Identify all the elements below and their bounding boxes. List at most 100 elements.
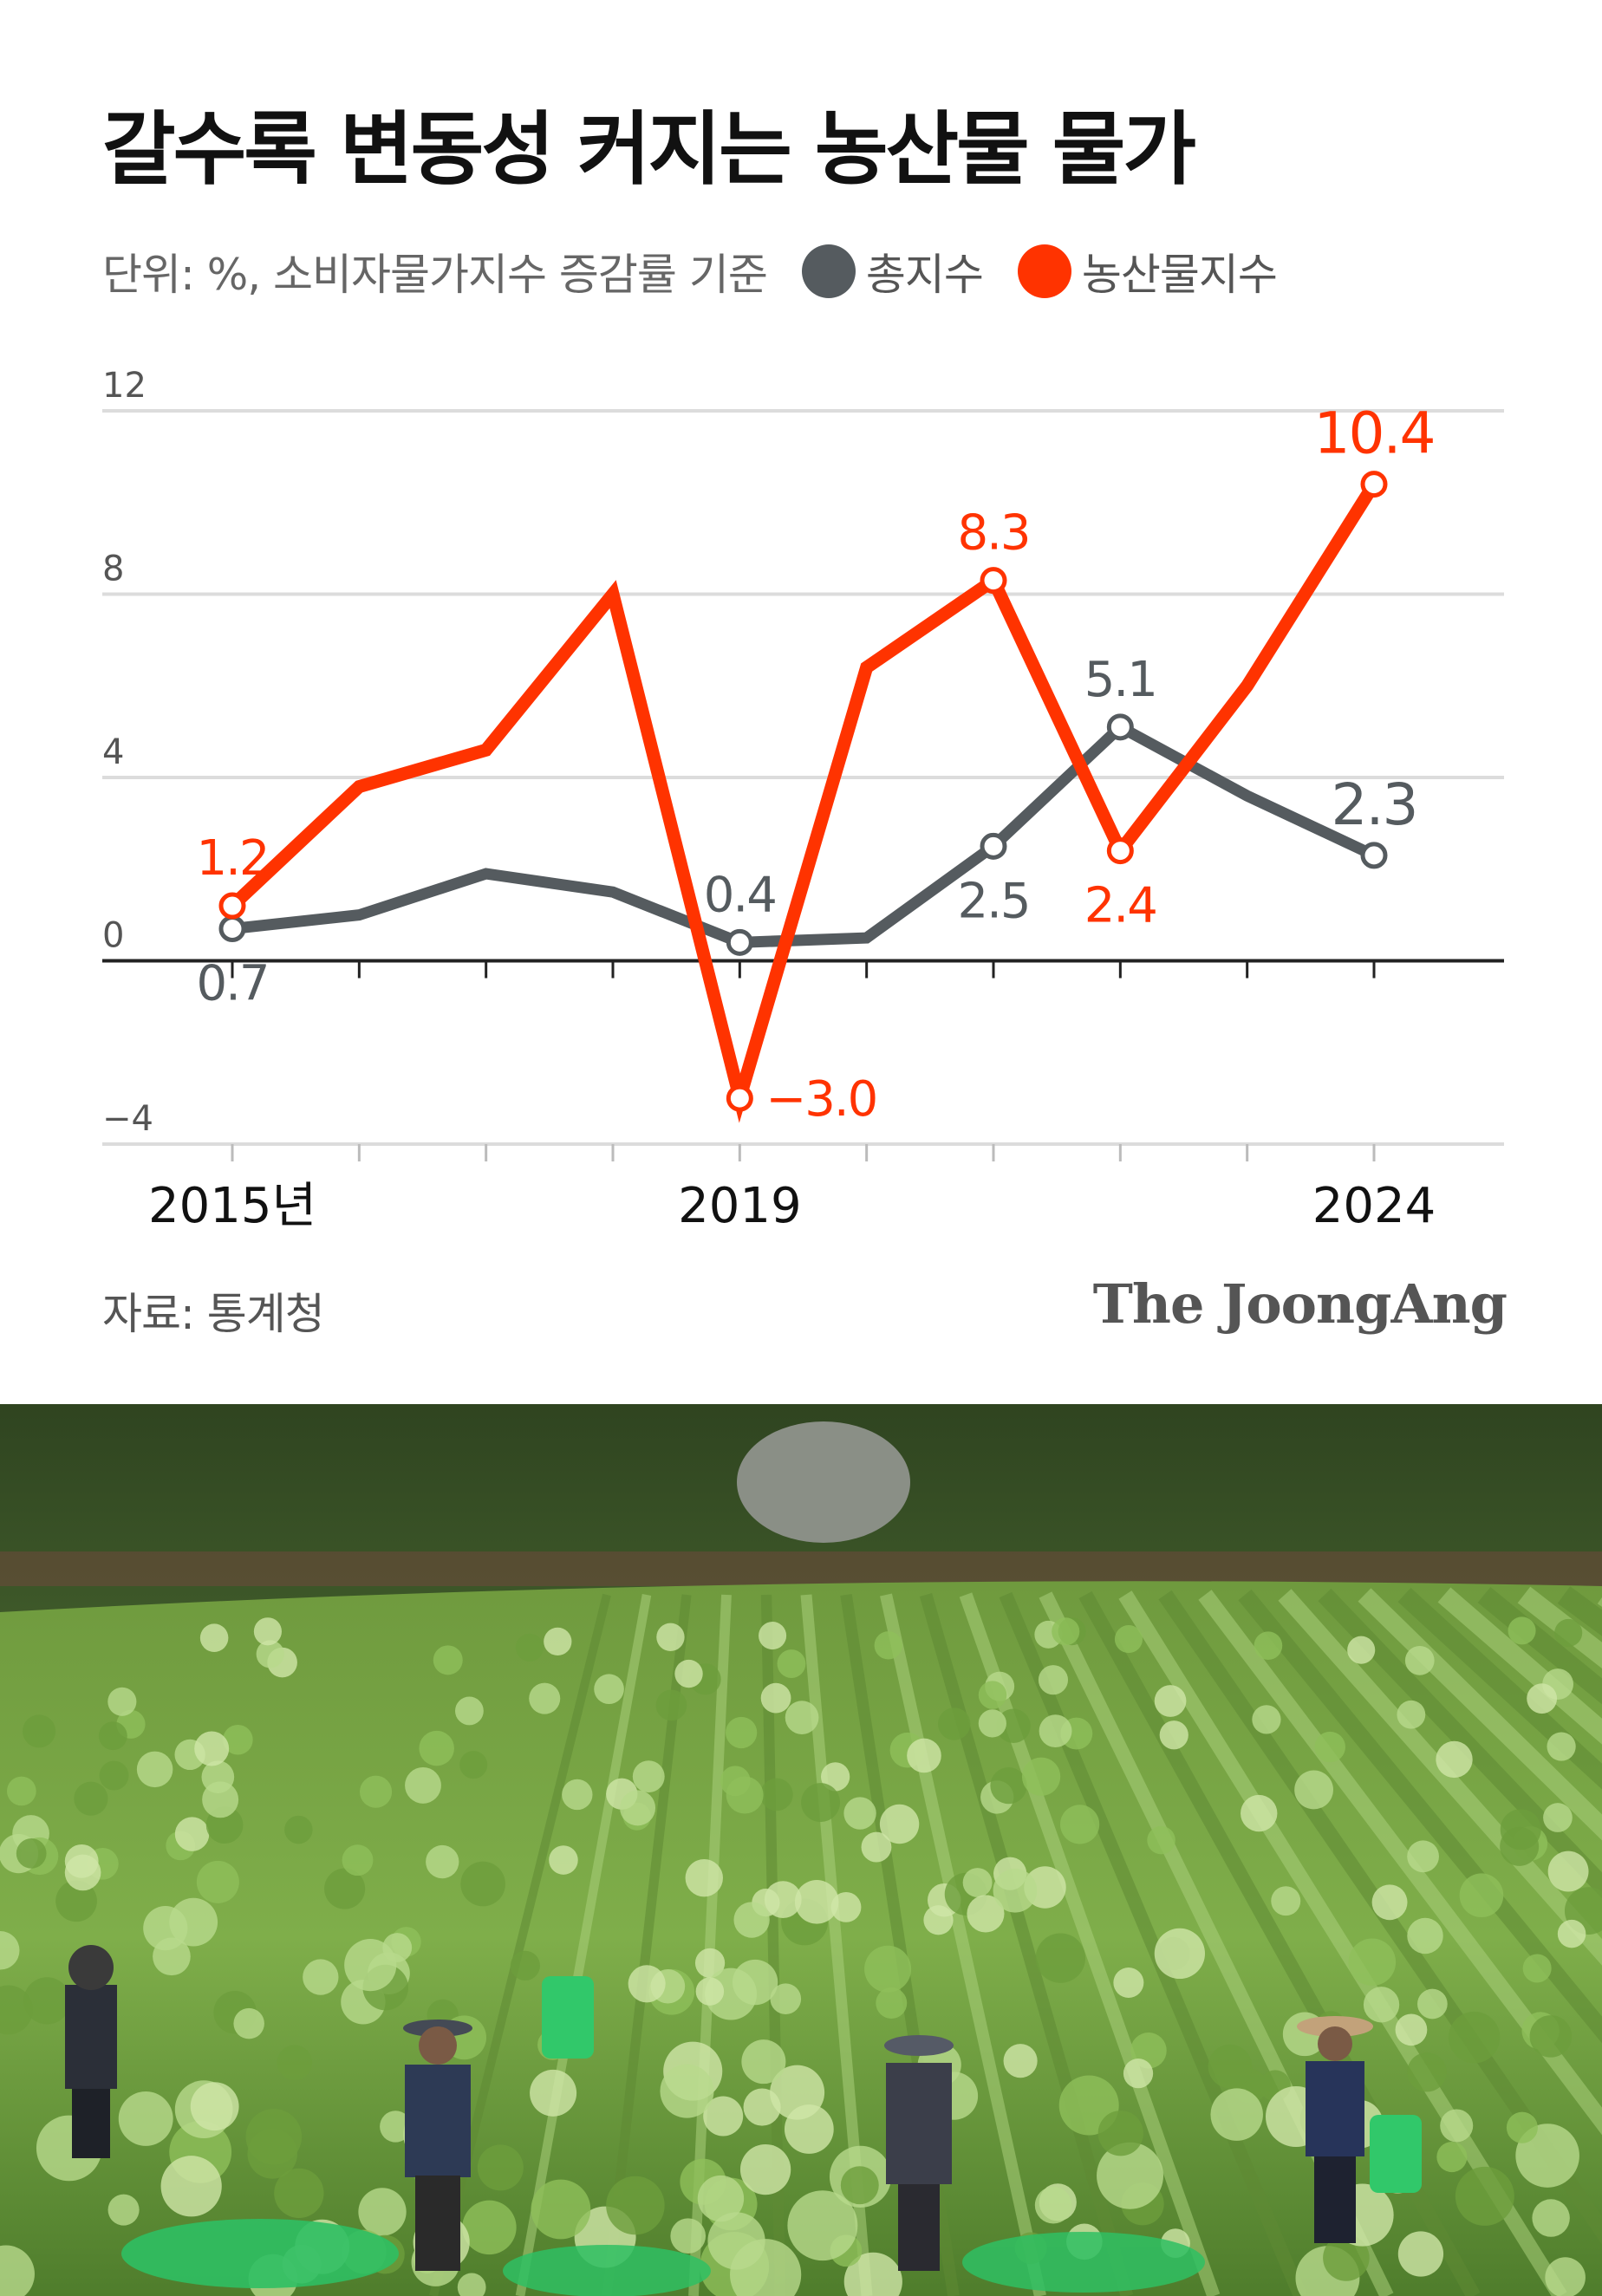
- cabbage-head: [23, 1977, 71, 2025]
- cabbage-head: [544, 1627, 572, 1656]
- cabbage-head: [1113, 1967, 1144, 1998]
- cabbage-head: [477, 2144, 524, 2191]
- cabbage-head: [694, 1948, 726, 1978]
- cabbage-head: [1097, 2111, 1143, 2156]
- cabbage-head: [1323, 2234, 1370, 2281]
- cabbage-head: [462, 2200, 517, 2255]
- cabbage-head: [697, 2175, 745, 2222]
- cabbage-head: [707, 2212, 765, 2270]
- cabbage-head: [256, 1640, 284, 1668]
- data-point-marker: [726, 1084, 753, 1112]
- cabbage-head: [670, 2218, 707, 2254]
- cabbage-head: [529, 1682, 561, 1714]
- cabbage-head: [433, 1645, 463, 1675]
- cabbage-head: [1314, 1731, 1345, 1763]
- cabbage-head: [1059, 1805, 1100, 1844]
- cabbage-head: [760, 1778, 793, 1811]
- cabbage-head: [1397, 1700, 1426, 1729]
- data-point-marker: [980, 567, 1007, 595]
- cabbage-head: [405, 1766, 441, 1804]
- cabbage-head: [196, 1860, 239, 1903]
- cabbage-head: [107, 2194, 140, 2226]
- cabbage-head: [426, 1844, 459, 1879]
- cabbage-head: [1529, 2015, 1573, 2058]
- cabbage-head: [685, 1858, 723, 1897]
- cabbage-head: [16, 1837, 47, 1869]
- series-line-total: [231, 719, 1377, 948]
- cabbage-head: [759, 1622, 787, 1650]
- x-tick-label: 2019: [678, 1178, 802, 1234]
- cabbage-head: [656, 1623, 685, 1651]
- y-tick-label: 8: [102, 550, 124, 589]
- cabbage-head: [620, 1790, 656, 1826]
- data-point-marker: [218, 914, 246, 942]
- cabbage-head: [876, 1987, 908, 2019]
- cabbage-head: [1154, 1685, 1187, 1717]
- cabbage-heads: [0, 1616, 1602, 2296]
- cabbage-head: [1448, 2011, 1501, 2064]
- cabbage-head: [1039, 1714, 1072, 1748]
- cabbage-head: [118, 2091, 173, 2146]
- cabbage-head: [460, 1861, 505, 1907]
- cabbage-head: [864, 1945, 912, 1993]
- cabbage-head: [530, 2069, 577, 2117]
- series-line-agri: [227, 480, 1380, 1123]
- data-label: 1.2: [196, 830, 268, 887]
- cabbage-head: [1363, 1987, 1400, 2023]
- cabbage-head: [632, 1760, 665, 1793]
- subtitle-row: 단위: %, 소비자물가지수 증감률 기준 총지수 농산물지수: [102, 240, 1278, 302]
- cabbage-head: [1147, 1825, 1175, 1855]
- cabbage-head: [562, 1779, 593, 1811]
- cabbage-head: [1254, 1631, 1283, 1660]
- cabbage-head: [1347, 1636, 1376, 1664]
- cabbage-head: [726, 1716, 758, 1749]
- cabbage-head: [1210, 2088, 1263, 2141]
- cabbage-head: [344, 1939, 397, 1992]
- data-point-marker: [1106, 837, 1134, 865]
- cabbage-head: [23, 1714, 56, 1748]
- cabbage-head: [419, 1730, 454, 1766]
- cabbage-head: [549, 1845, 578, 1875]
- legend-item-total: 총지수: [801, 240, 984, 302]
- farm-worker: [403, 2020, 472, 2271]
- cabbage-head: [1348, 1938, 1397, 1987]
- farm-worker: [884, 2035, 954, 2271]
- cabbage-head: [199, 1623, 229, 1652]
- crop-row: [515, 1594, 652, 2296]
- cabbage-head: [1417, 1988, 1448, 2020]
- legend-dot-agri: [1017, 244, 1071, 298]
- cabbage-head: [1459, 1873, 1504, 1918]
- cabbage-head: [785, 1701, 819, 1734]
- cabbage-head: [703, 2096, 744, 2137]
- cabbage-head: [879, 1804, 920, 1844]
- cabbage-head: [233, 2007, 264, 2039]
- cabbage-head: [843, 1797, 876, 1830]
- cabbage-head: [510, 1950, 540, 1981]
- legend-item-agri: 농산물지수: [1017, 240, 1278, 302]
- cabbage-head: [962, 1868, 993, 1897]
- chart-subtitle: 단위: %, 소비자물가지수 증감률 기준: [102, 250, 768, 300]
- cabbage-head: [284, 1815, 313, 1844]
- cabbage-head: [380, 2111, 412, 2143]
- data-label: 0.7: [196, 955, 268, 1011]
- field-edge: [0, 1551, 1602, 1586]
- cabbage-head: [660, 2064, 714, 2118]
- cabbage-head: [1038, 1665, 1069, 1695]
- crop-row: [1437, 1587, 1602, 1745]
- cabbage-field-photo: [0, 1404, 1602, 2296]
- cabbage-head: [136, 1751, 173, 1788]
- cabbage-head: [1159, 1720, 1188, 1750]
- cabbage-head: [733, 1902, 770, 1938]
- cabbage-head: [64, 1844, 99, 1878]
- brand-logo: The JoongAng: [1092, 1272, 1508, 1336]
- cabbage-head: [190, 2082, 239, 2131]
- cabbage-head: [1003, 2044, 1038, 2078]
- data-label: 10.4: [1314, 400, 1435, 467]
- cabbage-head: [1241, 1794, 1278, 1832]
- data-point-marker: [980, 832, 1007, 860]
- cabbage-head: [1554, 1618, 1583, 1647]
- cabbage-head: [457, 2273, 486, 2296]
- crop-row: [1278, 1589, 1602, 1966]
- cabbage-head: [1543, 1803, 1573, 1832]
- data-label: 2.3: [1332, 771, 1417, 838]
